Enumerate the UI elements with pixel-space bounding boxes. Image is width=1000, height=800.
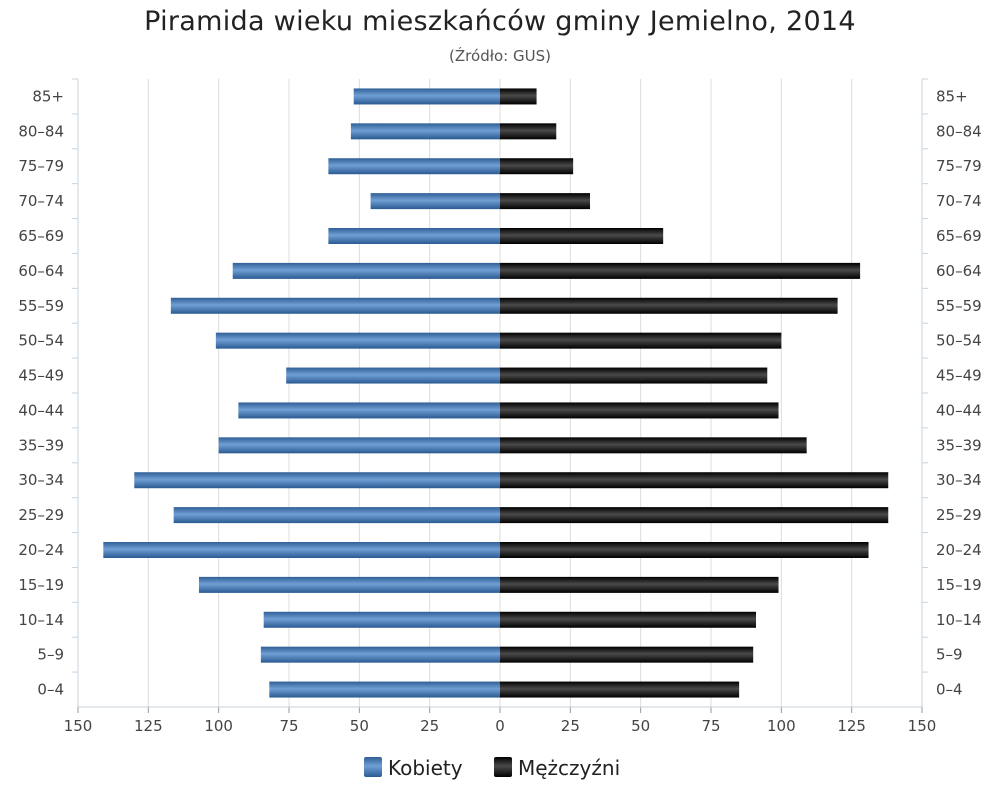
bar-kobiety [263,611,500,628]
bar-kobiety [370,193,500,210]
x-tick-label: 25 [420,717,439,735]
age-label-left: 70–74 [18,192,64,210]
age-label-left: 0–4 [37,681,64,699]
x-tick-label: 100 [204,717,233,735]
age-label-right: 40–44 [936,401,982,419]
x-tick-label: 75 [279,717,298,735]
bar-mezczyzni [500,158,574,175]
age-label-left: 40–44 [18,401,64,419]
age-label-left: 25–29 [18,506,64,524]
bar-mezczyzni [500,437,807,454]
bar-mezczyzni [500,297,838,314]
x-tick-label: 150 [64,717,93,735]
legend-label-kobiety: Kobiety [388,756,463,780]
bar-kobiety [328,228,500,244]
legend-label-mezczyzni: Mężczyźni [518,756,620,780]
age-label-right: 35–39 [936,436,982,454]
age-label-right: 5–9 [936,646,963,664]
age-label-left: 5–9 [37,646,64,664]
x-tick-label: 0 [495,717,505,735]
x-tick-label: 125 [837,717,866,735]
age-label-left: 65–69 [18,227,64,245]
x-tick-label: 50 [631,717,650,735]
age-label-right: 45–49 [936,367,982,385]
bar-kobiety [350,123,500,140]
bar-mezczyzni [500,646,754,663]
bar-kobiety [103,542,500,558]
bar-kobiety [269,681,500,698]
age-label-left: 10–14 [18,611,64,629]
bar-mezczyzni [500,332,782,349]
bar-mezczyzni [500,576,779,593]
age-label-left: 20–24 [18,541,64,559]
x-tick-label: 75 [701,717,720,735]
age-label-right: 0–4 [936,681,963,699]
bar-kobiety [328,158,500,175]
age-label-left: 55–59 [18,297,64,315]
age-label-right: 10–14 [936,611,982,629]
age-label-left: 85+ [32,87,64,105]
age-label-left: 15–19 [18,576,64,594]
age-label-right: 70–74 [936,192,982,210]
bar-kobiety [134,472,500,489]
bar-mezczyzni [500,507,889,524]
x-tick-label: 50 [350,717,369,735]
bar-mezczyzni [500,542,869,558]
age-label-right: 15–19 [936,576,982,594]
bar-mezczyzni [500,88,537,105]
age-label-left: 35–39 [18,436,64,454]
bar-kobiety [238,402,501,419]
age-label-right: 60–64 [936,262,982,280]
bar-kobiety [173,507,501,524]
age-label-left: 80–84 [18,122,64,140]
bar-mezczyzni [500,228,664,244]
bar-kobiety [353,88,500,105]
bar-kobiety [215,332,500,349]
bar-kobiety [286,367,500,384]
bar-mezczyzni [500,681,740,698]
chart-title: Piramida wieku mieszkańców gminy Jemieln… [144,6,856,37]
bar-mezczyzni [500,472,889,489]
bar-mezczyzni [500,402,779,419]
bar-mezczyzni [500,367,768,384]
bar-kobiety [218,437,500,454]
bar-kobiety [232,262,500,279]
age-label-right: 50–54 [936,332,982,350]
x-tick-label: 100 [767,717,796,735]
chart-subtitle: (Źródło: GUS) [449,47,551,65]
x-tick-label: 25 [561,717,580,735]
bar-kobiety [198,576,500,593]
bar-mezczyzni [500,193,591,210]
age-label-left: 50–54 [18,332,64,350]
age-label-left: 45–49 [18,367,64,385]
bar-kobiety [260,646,500,663]
age-label-left: 30–34 [18,471,64,489]
bar-mezczyzni [500,123,557,140]
legend-swatch-kobiety [364,757,382,777]
age-label-right: 80–84 [936,122,982,140]
age-label-right: 20–24 [936,541,982,559]
x-tick-label: 125 [134,717,163,735]
bar-mezczyzni [500,611,757,628]
legend-swatch-mezczyzni [494,757,512,777]
bar-kobiety [170,297,500,314]
x-tick-label: 150 [908,717,937,735]
age-label-left: 75–79 [18,157,64,175]
age-label-right: 85+ [936,87,968,105]
age-label-right: 55–59 [936,297,982,315]
bar-mezczyzni [500,262,861,279]
age-label-right: 75–79 [936,157,982,175]
age-label-right: 65–69 [936,227,982,245]
age-label-left: 60–64 [18,262,64,280]
age-label-right: 25–29 [936,506,982,524]
age-label-right: 30–34 [936,471,982,489]
